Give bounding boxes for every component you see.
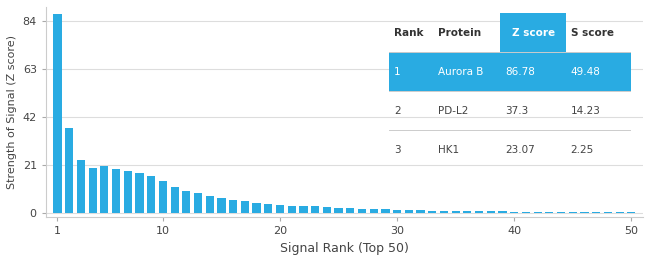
Bar bbox=[323, 207, 331, 213]
Bar bbox=[135, 173, 144, 213]
Bar bbox=[229, 200, 237, 213]
Bar bbox=[452, 211, 460, 213]
Bar bbox=[77, 160, 85, 213]
Bar bbox=[205, 196, 214, 213]
Bar bbox=[463, 211, 471, 213]
Bar bbox=[510, 211, 518, 213]
Bar bbox=[545, 212, 553, 213]
Bar bbox=[569, 212, 577, 213]
Y-axis label: Strength of Signal (Z score): Strength of Signal (Z score) bbox=[7, 35, 17, 189]
Bar bbox=[592, 212, 601, 213]
Bar bbox=[428, 211, 436, 213]
Bar bbox=[300, 206, 307, 213]
X-axis label: Signal Rank (Top 50): Signal Rank (Top 50) bbox=[280, 242, 409, 255]
Bar bbox=[65, 128, 73, 213]
Bar bbox=[124, 171, 132, 213]
Bar bbox=[264, 204, 272, 213]
Bar bbox=[53, 14, 62, 213]
Bar bbox=[440, 211, 448, 213]
Bar bbox=[393, 210, 401, 213]
Bar bbox=[346, 208, 354, 213]
Bar bbox=[604, 212, 612, 213]
Bar bbox=[287, 206, 296, 213]
Bar bbox=[370, 209, 378, 213]
Bar bbox=[335, 208, 343, 213]
Bar bbox=[475, 211, 483, 213]
Bar bbox=[252, 203, 261, 213]
Bar bbox=[170, 187, 179, 213]
Bar bbox=[522, 212, 530, 213]
Bar bbox=[147, 176, 155, 213]
Bar bbox=[616, 212, 624, 213]
Bar bbox=[627, 212, 636, 213]
Bar bbox=[100, 166, 109, 213]
Bar bbox=[112, 170, 120, 213]
Bar bbox=[534, 212, 541, 213]
Bar bbox=[382, 209, 389, 213]
Bar bbox=[311, 206, 319, 213]
Bar bbox=[580, 212, 589, 213]
Bar bbox=[276, 205, 284, 213]
Bar bbox=[499, 211, 506, 213]
Bar bbox=[358, 209, 366, 213]
Bar bbox=[217, 198, 226, 213]
Bar bbox=[88, 168, 97, 213]
Bar bbox=[182, 191, 190, 213]
Bar bbox=[487, 211, 495, 213]
Bar bbox=[240, 201, 249, 213]
Bar bbox=[405, 210, 413, 213]
Bar bbox=[557, 212, 566, 213]
Bar bbox=[159, 181, 167, 213]
Bar bbox=[194, 193, 202, 213]
Bar bbox=[417, 210, 424, 213]
